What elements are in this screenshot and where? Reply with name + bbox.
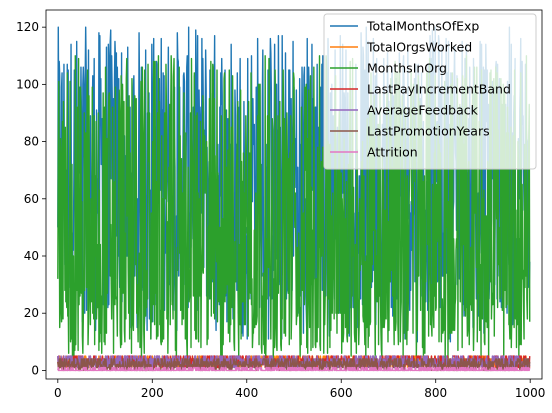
series-line-monthsinorg: [57, 55, 531, 363]
x-tick-label: 400: [235, 386, 258, 400]
x-tick-label: 0: [54, 386, 62, 400]
x-tick-label: 1000: [515, 386, 546, 400]
legend-label: Attrition: [367, 145, 418, 160]
y-tick-label: 0: [31, 363, 39, 377]
legend-label: TotalMonthsOfExp: [366, 19, 479, 34]
y-tick-label: 100: [16, 77, 39, 91]
y-tick-label: 20: [24, 306, 39, 320]
legend: TotalMonthsOfExp TotalOrgsWorked MonthsInO…: [323, 13, 537, 170]
y-tick-label: 80: [24, 135, 39, 149]
y-tick-label: 120: [16, 20, 39, 34]
legend-label: MonthsInOrg: [367, 61, 447, 76]
legend-label: AverageFeedback: [367, 103, 479, 118]
x-axis: 0 200 400 600 800 1000: [54, 379, 545, 400]
y-tick-label: 40: [24, 249, 39, 263]
legend-box: [323, 13, 537, 170]
legend-label: TotalOrgsWorked: [366, 40, 472, 55]
series-line-attrition: [57, 366, 531, 372]
plot-frame: [45, 9, 543, 380]
series-line-lastpromotionyears: [57, 358, 531, 372]
y-axis: 0 20 40 60 80 100 120: [16, 20, 46, 377]
y-tick-label: 60: [24, 192, 39, 206]
legend-label: LastPayIncrementBand: [367, 82, 511, 97]
x-tick-label: 800: [424, 386, 447, 400]
series-layer: [57, 26, 531, 372]
x-tick-label: 600: [330, 386, 353, 400]
x-tick-label: 200: [141, 386, 164, 400]
legend-label: LastPromotionYears: [367, 124, 490, 139]
